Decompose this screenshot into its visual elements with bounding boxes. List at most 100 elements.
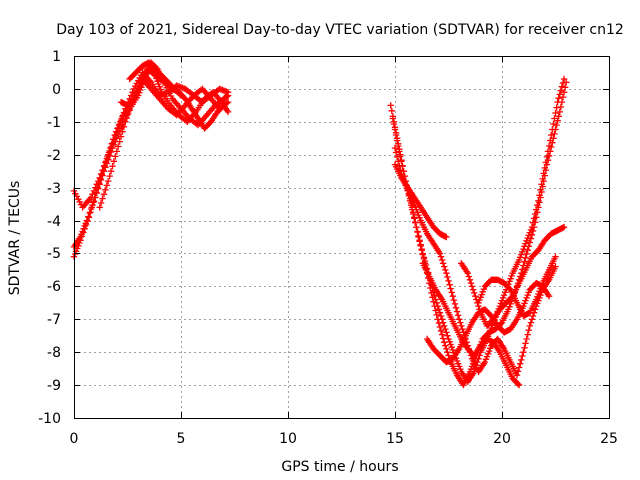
data-point: [112, 153, 119, 160]
x-tick-label: 15: [386, 431, 404, 447]
data-point: [448, 289, 455, 296]
data-point: [112, 132, 119, 139]
data-point: [110, 158, 118, 165]
data-point: [105, 151, 112, 158]
data-point: [541, 172, 548, 179]
data-point: [527, 319, 535, 326]
data-point: [438, 256, 446, 264]
data-point: [95, 177, 102, 185]
data-point: [524, 247, 531, 254]
data-point: [430, 298, 437, 305]
data-point: [542, 166, 550, 174]
data-point: [105, 177, 112, 185]
data-point: [530, 223, 538, 231]
data-point: [445, 335, 452, 343]
data-point: [414, 209, 421, 216]
y-tick-label: -3: [47, 181, 61, 197]
data-point: [549, 139, 556, 146]
data-point: [413, 223, 420, 231]
data-point: [90, 198, 98, 205]
data-point: [561, 84, 569, 91]
y-tick-label: 0: [52, 82, 61, 98]
y-tick-label: -5: [47, 246, 61, 262]
data-point: [116, 138, 123, 145]
data-point: [545, 293, 553, 300]
data-point: [117, 117, 125, 124]
data-point: [442, 342, 449, 349]
data-point: [536, 199, 543, 206]
data-point: [439, 335, 447, 342]
data-point: [133, 87, 141, 94]
data-point: [534, 209, 541, 216]
data-point: [119, 128, 126, 135]
data-point: [545, 152, 553, 159]
data-point: [532, 306, 539, 313]
data-point: [471, 289, 478, 297]
data-point: [176, 91, 184, 98]
series-track-9: [391, 144, 559, 379]
data-point: [443, 329, 450, 336]
data-point: [417, 242, 424, 249]
data-point: [552, 253, 559, 260]
data-point: [96, 174, 103, 181]
data-point: [95, 185, 102, 192]
data-point: [102, 186, 109, 193]
data-point: [106, 172, 113, 180]
data-point: [468, 283, 476, 290]
data-point: [556, 108, 563, 116]
data-point: [499, 294, 507, 302]
data-point: [177, 92, 185, 99]
data-point: [395, 158, 402, 165]
data-point: [539, 183, 546, 190]
y-tick-label: 1: [52, 49, 61, 65]
data-point: [90, 199, 97, 206]
data-point: [110, 136, 118, 143]
data-point: [552, 109, 559, 117]
data-point: [109, 140, 116, 147]
data-point: [456, 363, 463, 370]
data-point: [392, 149, 400, 156]
data-point: [129, 96, 137, 104]
data-point: [464, 270, 471, 277]
data-point: [439, 260, 447, 267]
data-point: [85, 214, 93, 221]
data-point: [528, 316, 536, 323]
data-point: [123, 114, 130, 122]
data-point: [543, 161, 551, 168]
data-point: [522, 340, 529, 347]
data-point: [523, 250, 530, 258]
data-point: [552, 126, 559, 133]
data-point: [96, 204, 103, 211]
series-track-8: [389, 79, 570, 389]
data-point: [445, 352, 452, 359]
data-point: [514, 380, 522, 388]
x-tick-label: 0: [70, 431, 79, 447]
data-point: [113, 128, 120, 135]
data-point: [120, 123, 128, 130]
data-point: [391, 126, 399, 133]
data-point: [544, 157, 552, 164]
data-point: [220, 102, 227, 109]
data-point: [445, 277, 452, 285]
data-point: [116, 120, 123, 128]
data-point: [443, 270, 450, 277]
data-point: [106, 147, 113, 155]
data-point: [522, 254, 529, 261]
data-point: [433, 311, 440, 319]
data-point: [388, 107, 395, 114]
data-point: [120, 109, 128, 116]
data-point: [548, 143, 555, 151]
data-point: [526, 322, 533, 330]
data-point: [527, 235, 535, 242]
data-point: [550, 120, 557, 128]
data-point: [520, 349, 527, 356]
data-point: [436, 250, 444, 257]
data-point: [415, 233, 422, 241]
data-point: [518, 356, 525, 364]
data-point: [125, 110, 132, 118]
data-point: [97, 170, 105, 178]
data-point: [529, 312, 537, 320]
data-point: [555, 113, 562, 120]
data-point: [540, 177, 547, 185]
data-point: [458, 322, 465, 330]
